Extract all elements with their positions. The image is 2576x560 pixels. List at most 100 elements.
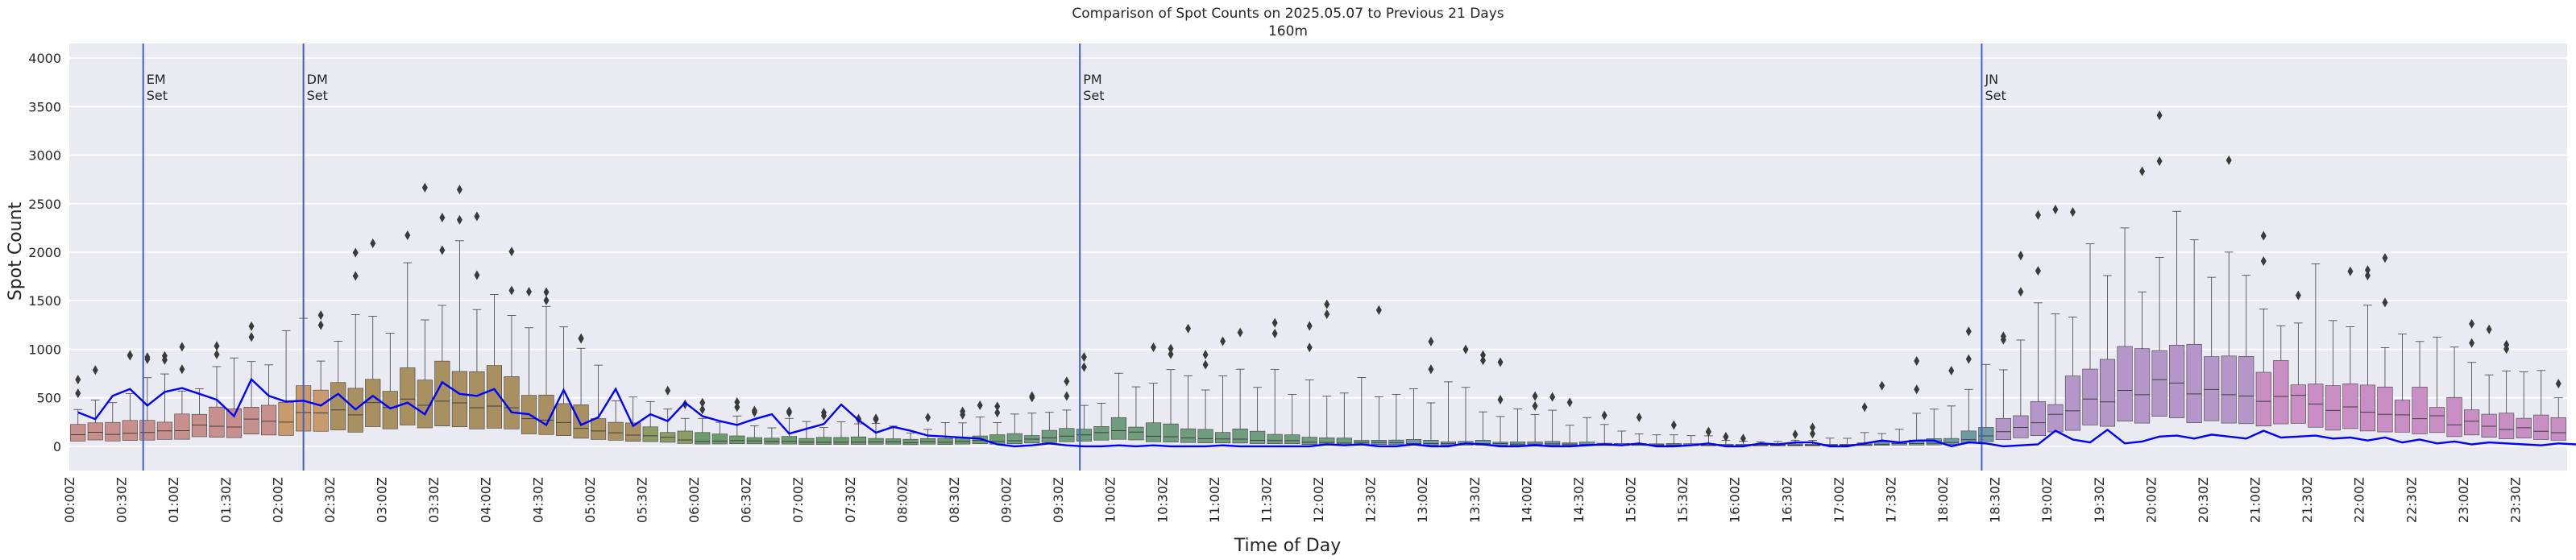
outlier-point bbox=[977, 400, 983, 410]
box bbox=[1267, 433, 1283, 445]
outlier-point bbox=[786, 406, 792, 417]
boxes bbox=[70, 210, 2566, 446]
outlier-point bbox=[2364, 271, 2371, 281]
x-tick-label: 12:00Z bbox=[1311, 477, 1326, 523]
box bbox=[105, 421, 121, 442]
outlier-point bbox=[1914, 384, 1920, 395]
box bbox=[591, 418, 607, 440]
box bbox=[1041, 429, 1057, 443]
box bbox=[2481, 413, 2497, 438]
outlier-point bbox=[2347, 266, 2354, 276]
box bbox=[1163, 423, 1179, 442]
outlier-point bbox=[474, 270, 480, 280]
outlier-point bbox=[2382, 297, 2388, 308]
outlier-point bbox=[1965, 354, 1972, 364]
outlier-point bbox=[699, 397, 706, 408]
outlier-point bbox=[352, 247, 359, 258]
box bbox=[815, 437, 832, 445]
outlier-point bbox=[1324, 299, 1330, 309]
box bbox=[538, 394, 554, 435]
outlier-point bbox=[751, 405, 757, 416]
x-tick-label: 03:00Z bbox=[375, 477, 390, 523]
outlier-point bbox=[214, 349, 220, 359]
box bbox=[1145, 422, 1162, 442]
y-tick-label: 2000 bbox=[28, 245, 61, 260]
outlier-point bbox=[248, 321, 255, 331]
outlier-point bbox=[352, 271, 359, 281]
outlier-point bbox=[960, 406, 966, 417]
box bbox=[1545, 441, 1561, 446]
box bbox=[261, 404, 277, 436]
outlier-point bbox=[2469, 318, 2475, 329]
box bbox=[2013, 415, 2029, 438]
outlier-point bbox=[1497, 394, 1504, 404]
y-tick-label: 3500 bbox=[28, 99, 61, 114]
box bbox=[191, 413, 208, 438]
box bbox=[2273, 360, 2289, 425]
x-tick-label: 13:00Z bbox=[1415, 477, 1430, 523]
box bbox=[573, 404, 589, 439]
x-tick-label: 15:30Z bbox=[1675, 477, 1690, 523]
outlier-point bbox=[1497, 357, 1504, 367]
outlier-point bbox=[1168, 343, 1174, 354]
outlier-point bbox=[474, 211, 480, 222]
box bbox=[1215, 432, 1231, 444]
outlier-point bbox=[1306, 321, 1313, 331]
box bbox=[2186, 343, 2202, 423]
outlier-point bbox=[317, 320, 324, 330]
outlier-point bbox=[404, 230, 411, 241]
x-tick-label: 20:00Z bbox=[2143, 477, 2159, 523]
box bbox=[972, 435, 988, 444]
box bbox=[1250, 430, 1266, 444]
box bbox=[868, 438, 884, 445]
box bbox=[937, 438, 953, 445]
x-tick-label: 12:30Z bbox=[1363, 477, 1379, 523]
box bbox=[2030, 401, 2046, 437]
box bbox=[1232, 428, 1248, 444]
box bbox=[434, 360, 450, 426]
box bbox=[799, 438, 815, 445]
marker-label: PM bbox=[1083, 72, 1101, 87]
box bbox=[902, 438, 919, 446]
outlier-point bbox=[578, 333, 584, 343]
box bbox=[313, 389, 329, 432]
outlier-point bbox=[1324, 309, 1330, 320]
outlier-point bbox=[1810, 422, 1816, 433]
x-tick-label: 06:30Z bbox=[739, 477, 754, 523]
box bbox=[1926, 438, 1942, 446]
outlier-point bbox=[144, 352, 151, 363]
outlier-point bbox=[1601, 410, 1607, 421]
outlier-point bbox=[1150, 342, 1156, 352]
outlier-point bbox=[2469, 338, 2475, 348]
outlier-point bbox=[2000, 331, 2006, 342]
outlier-point bbox=[248, 332, 255, 342]
box bbox=[451, 371, 467, 427]
outlier-point bbox=[2052, 204, 2059, 214]
outliers bbox=[75, 110, 2561, 444]
box bbox=[608, 421, 624, 441]
x-tick-label: 08:00Z bbox=[894, 477, 910, 523]
outlier-point bbox=[127, 350, 133, 360]
outlier-point bbox=[2035, 266, 2041, 276]
outlier-point bbox=[508, 285, 515, 296]
box bbox=[504, 376, 520, 429]
outlier-point bbox=[1081, 352, 1087, 363]
outlier-point bbox=[1428, 336, 1434, 346]
box bbox=[2082, 368, 2098, 425]
box bbox=[1180, 428, 1197, 443]
outlier-point bbox=[1480, 350, 1487, 360]
title-text: Comparison of Spot Counts on 2025.05.07 … bbox=[1072, 6, 1504, 22]
outlier-point bbox=[1271, 328, 1278, 338]
x-tick-label: 03:30Z bbox=[426, 477, 442, 523]
outlier-point bbox=[2364, 265, 2371, 276]
outlier-point bbox=[2018, 251, 2024, 261]
x-tick-label: 06:00Z bbox=[687, 477, 702, 523]
box bbox=[2464, 409, 2480, 436]
x-tick-label: 18:30Z bbox=[1988, 477, 2003, 523]
box bbox=[2394, 400, 2411, 433]
box bbox=[139, 420, 156, 441]
box bbox=[555, 403, 572, 436]
box bbox=[400, 367, 416, 425]
chart-title: Comparison of Spot Counts on 2025.05.07 … bbox=[0, 5, 2576, 40]
box bbox=[2308, 384, 2324, 428]
